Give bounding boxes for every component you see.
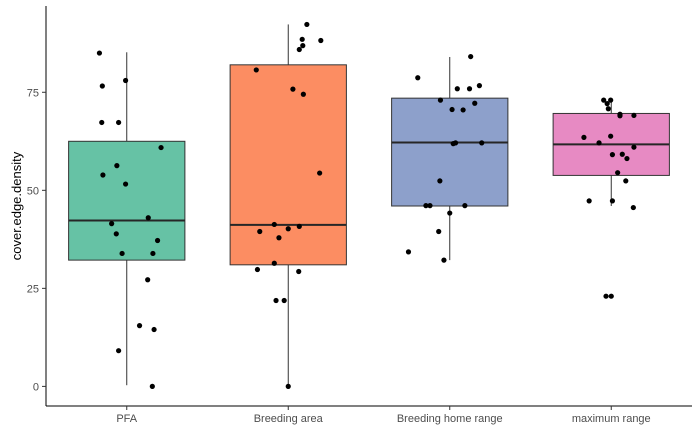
- data-point: [631, 112, 637, 119]
- y-tick-label: 50: [27, 185, 39, 197]
- data-point: [116, 348, 122, 354]
- data-point: [296, 268, 302, 275]
- data-point: [427, 203, 433, 209]
- data-point: [285, 383, 291, 389]
- data-point: [608, 133, 614, 139]
- box-1: [68, 140, 186, 261]
- data-point: [479, 140, 485, 146]
- data-point: [437, 97, 444, 103]
- data-point: [290, 86, 296, 92]
- data-point: [415, 75, 421, 81]
- data-point: [581, 134, 587, 140]
- data-point: [122, 77, 129, 84]
- data-point: [114, 163, 120, 169]
- data-point: [154, 237, 161, 244]
- data-point: [96, 50, 103, 56]
- data-point: [122, 181, 129, 187]
- data-point: [300, 43, 306, 49]
- data-point: [99, 83, 105, 89]
- data-point: [254, 266, 261, 273]
- data-point: [605, 106, 611, 112]
- data-point: [273, 297, 279, 304]
- data-point: [476, 83, 483, 89]
- data-point: [617, 113, 623, 119]
- data-point: [630, 204, 636, 211]
- data-point: [285, 226, 291, 232]
- data-point: [468, 53, 474, 60]
- data-point: [586, 198, 592, 204]
- data-point: [300, 91, 306, 97]
- data-point: [296, 223, 302, 229]
- data-point: [623, 178, 629, 184]
- data-point: [100, 172, 106, 178]
- data-point: [296, 46, 302, 53]
- data-point: [609, 152, 616, 158]
- data-point: [460, 107, 466, 113]
- data-point: [450, 141, 456, 147]
- data-point: [603, 293, 609, 299]
- data-point: [604, 101, 610, 107]
- data-point: [271, 221, 277, 228]
- data-point: [608, 293, 614, 299]
- data-point: [437, 178, 443, 184]
- x-tick-label: Breeding area: [254, 413, 324, 425]
- data-point: [596, 140, 602, 146]
- y-tick-label: 75: [27, 87, 39, 99]
- data-point: [454, 86, 460, 92]
- data-point: [276, 235, 282, 241]
- data-point: [281, 297, 287, 304]
- data-point: [423, 203, 429, 209]
- data-point: [436, 228, 442, 235]
- data-point: [624, 155, 630, 162]
- data-point: [253, 67, 259, 73]
- data-point: [615, 170, 621, 176]
- data-point: [405, 249, 412, 255]
- data-point: [449, 106, 455, 113]
- data-point: [119, 250, 125, 257]
- data-point: [441, 257, 447, 263]
- data-point: [619, 151, 625, 157]
- box-3: [391, 97, 509, 207]
- data-point: [304, 21, 310, 28]
- data-point: [149, 383, 155, 389]
- data-point: [136, 323, 143, 329]
- box-2: [229, 64, 347, 266]
- x-tick-label: Breeding home range: [397, 413, 503, 425]
- data-point: [158, 144, 164, 151]
- x-tick-label: PFA: [116, 413, 137, 425]
- data-point: [608, 97, 614, 103]
- data-point: [145, 215, 151, 221]
- data-point: [109, 221, 115, 227]
- x-tick-label: maximum range: [572, 413, 651, 425]
- data-point: [99, 119, 105, 126]
- data-point: [601, 97, 607, 103]
- data-point: [472, 100, 478, 106]
- data-point: [609, 198, 616, 204]
- data-point: [116, 119, 122, 126]
- y-tick-label: 25: [27, 283, 39, 295]
- y-tick-label: 0: [33, 381, 39, 393]
- data-point: [447, 210, 453, 216]
- ticks-layer: 0 25 50 75 PFA Breeding area Breeding home ran…: [27, 87, 651, 425]
- data-point: [631, 144, 637, 150]
- points-layer: [96, 21, 637, 389]
- data-point: [318, 37, 324, 44]
- data-point: [257, 228, 263, 235]
- data-point: [151, 326, 157, 333]
- data-point: [299, 36, 305, 42]
- y-axis-title: cover.edge.density: [9, 151, 24, 260]
- data-point: [462, 203, 468, 209]
- data-point: [271, 260, 277, 266]
- boxes-layer: [68, 24, 670, 387]
- data-point: [466, 86, 473, 92]
- data-point: [150, 250, 156, 257]
- axes-layer: [45, 6, 692, 407]
- data-point: [145, 277, 151, 283]
- data-point: [317, 170, 323, 176]
- data-point: [113, 231, 119, 237]
